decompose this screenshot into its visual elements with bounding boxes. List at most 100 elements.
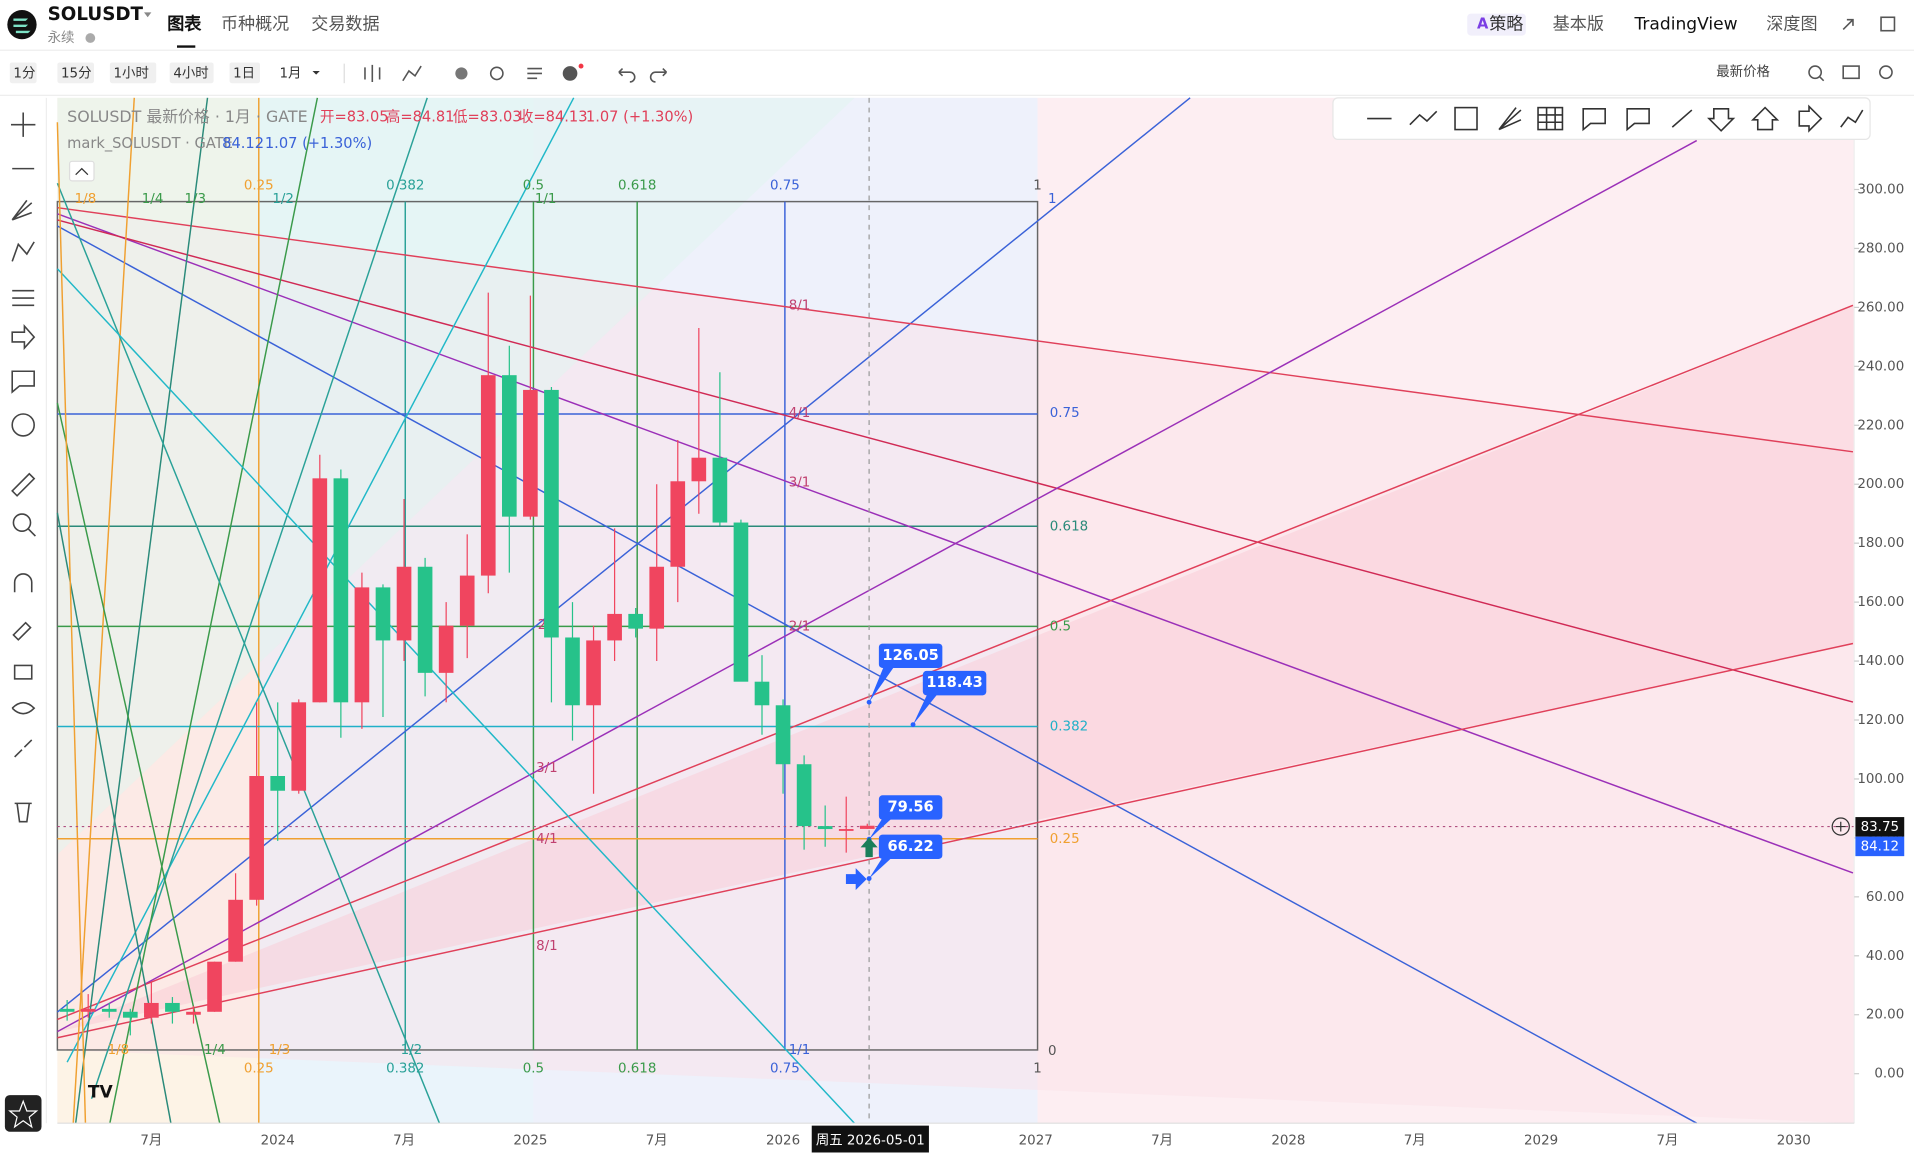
decoration [364,64,381,82]
callout-box [878,643,943,668]
fib-level-label: 0.618 [1050,519,1088,534]
x-tick-label: 7月 [393,1133,415,1148]
y-tick-label: 260.00 [1857,300,1904,315]
y-tick-label: 100.00 [1857,772,1904,787]
view-tab[interactable]: 基本版 [1553,15,1604,35]
interval-button[interactable] [57,62,94,84]
decoration [57,219,1854,703]
decoration [1671,109,1693,128]
interval-button[interactable] [109,62,157,84]
candle-body [354,587,370,703]
candle-body [480,375,496,576]
interval-button[interactable] [229,62,261,84]
price-type-selector[interactable]: 最新价格 [1716,64,1770,80]
decoration [1498,107,1522,131]
x-tick-label: 7月 [646,1133,668,1148]
decoration [578,63,584,69]
decoration [13,573,33,593]
candle-body [586,640,601,706]
tab[interactable]: 交易数据 [311,15,379,35]
interval-label[interactable]: 4小时 [173,65,208,81]
fib-label: 0.25 [244,1061,274,1076]
interval-label[interactable]: 15分 [61,65,91,81]
decoration [57,139,1698,1033]
callout-box [878,795,943,820]
legend-title: SOLUSDT 最新价格 · 1月 · GATE [67,107,307,126]
decoration [4,1095,42,1132]
fib-label: 0.75 [770,1061,800,1076]
candle-body [144,1002,159,1018]
decoration [1835,821,1846,832]
decoration [75,167,89,176]
decoration [11,370,35,394]
candle-body [122,1011,138,1018]
candle-body [59,1008,75,1012]
decoration [57,642,1854,1039]
y-tick-label: 160.00 [1857,595,1904,610]
interval-label[interactable]: 1日 [233,66,255,81]
y-tick-label: 20.00 [1866,1008,1904,1023]
view-tab[interactable]: 深度图 [1766,15,1817,35]
fib-label: 1 [1048,192,1057,207]
y-tick-label: 220.00 [1857,418,1904,433]
decoration [11,413,35,437]
candle-body [628,613,643,629]
x-tick-label: 2024 [261,1133,295,1148]
gann-label: 4/1 [789,406,811,421]
decoration [8,1099,39,1129]
fib-label: 1/4 [204,1043,226,1058]
decoration [11,701,36,715]
decoration [649,67,668,83]
fib-label: 0.5 [523,179,544,194]
decoration [1880,16,1896,32]
candle-body [375,587,391,641]
decoration [1831,817,1850,836]
y-tick-label: 120.00 [1857,713,1904,728]
interval-label[interactable]: 1月 [280,66,302,81]
fib-level-label: 0.382 [1050,719,1088,734]
gann-label: 8/1 [789,298,811,313]
decoration [27,528,36,537]
tab[interactable]: 图表 [167,14,202,35]
fib-level-label: 0.75 [1050,406,1080,421]
interval-button[interactable] [169,62,214,84]
decoration [1840,109,1864,128]
fib-label: 1/3 [269,1043,291,1058]
candle-body [186,1011,201,1015]
interval-label[interactable]: 1小时 [114,65,149,81]
view-tab[interactable]: TradingView [1633,15,1737,35]
interval-button[interactable] [275,62,325,84]
callout-point [866,699,872,705]
interval-button[interactable] [9,62,37,84]
fib-label: 1/2 [272,192,294,207]
x-tick-label: 7月 [1656,1133,1678,1148]
tab[interactable]: 币种概况 [221,15,289,35]
callout-pointer [869,660,899,703]
candle-body [691,457,707,482]
fib-label: 0.618 [618,1061,656,1076]
candle-body [501,375,517,517]
decoration [14,802,32,823]
decoration [1332,97,1871,140]
candle-body [207,961,222,1012]
decoration [56,268,855,1124]
x-tick-label: 2027 [1019,1133,1053,1148]
fib-label: 0.382 [386,1061,424,1076]
view-tab[interactable]: 策略 [1489,15,1523,35]
decoration [364,16,1896,83]
decoration [12,513,32,532]
fib-label: 1/1 [789,1043,811,1058]
legend-ohlc: 收=84.13 [519,108,588,125]
decoration [1842,65,1860,80]
decoration: A [1477,16,1489,33]
y-tick-label: 240.00 [1857,359,1904,374]
callout-point [910,722,916,728]
interval-label[interactable]: 1分 [13,65,35,81]
candle-body [796,764,812,827]
decoration [1879,65,1893,80]
candle-body [607,613,622,641]
fib-label: 1/8 [75,192,97,207]
contract-type: 永续 [48,30,75,46]
decoration [402,65,422,82]
